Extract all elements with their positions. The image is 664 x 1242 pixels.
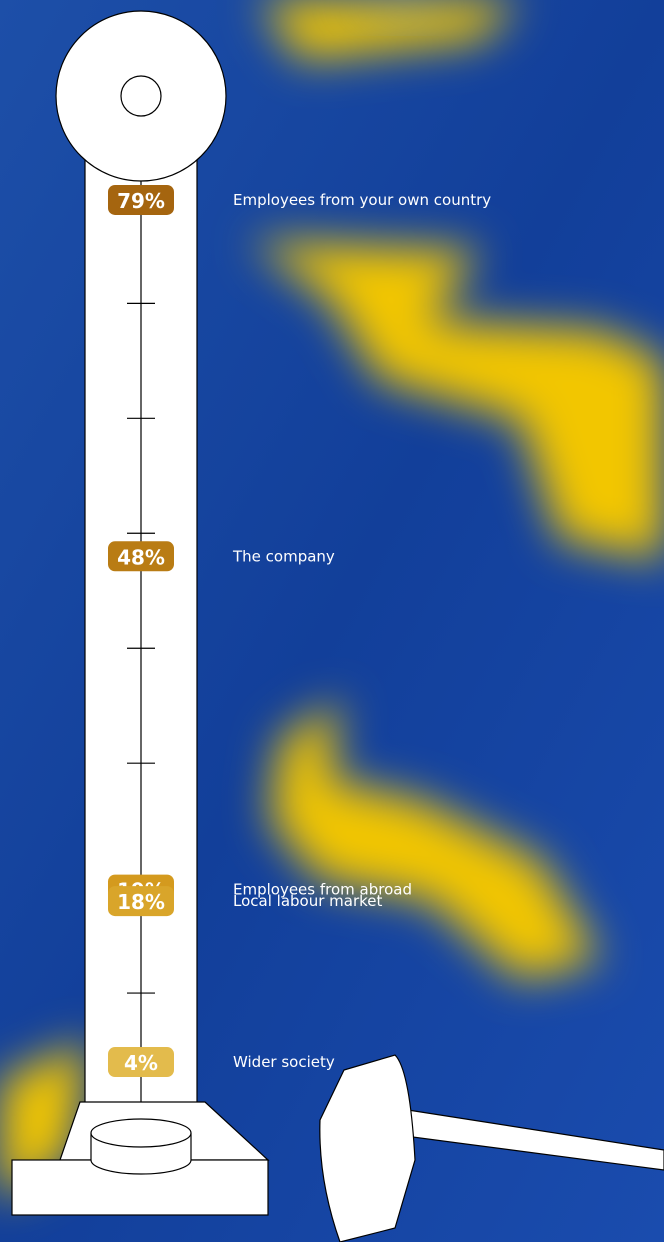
value-badge xyxy=(108,541,174,572)
value-label: 79% xyxy=(117,189,165,213)
category-label: Employees from your own country xyxy=(233,191,491,209)
strength-tester xyxy=(11,10,664,1242)
value-badge xyxy=(108,184,174,215)
value-label: 18% xyxy=(117,890,165,914)
value-badge xyxy=(108,1047,174,1078)
value-label: 48% xyxy=(117,545,165,569)
category-label: Wider society xyxy=(233,1053,335,1071)
category-label: The company xyxy=(232,547,335,565)
category-label: Employees from abroad xyxy=(233,881,412,899)
value-label: 4% xyxy=(124,1051,158,1075)
category-label: Local labour market xyxy=(233,892,382,910)
value-badge xyxy=(108,886,174,917)
